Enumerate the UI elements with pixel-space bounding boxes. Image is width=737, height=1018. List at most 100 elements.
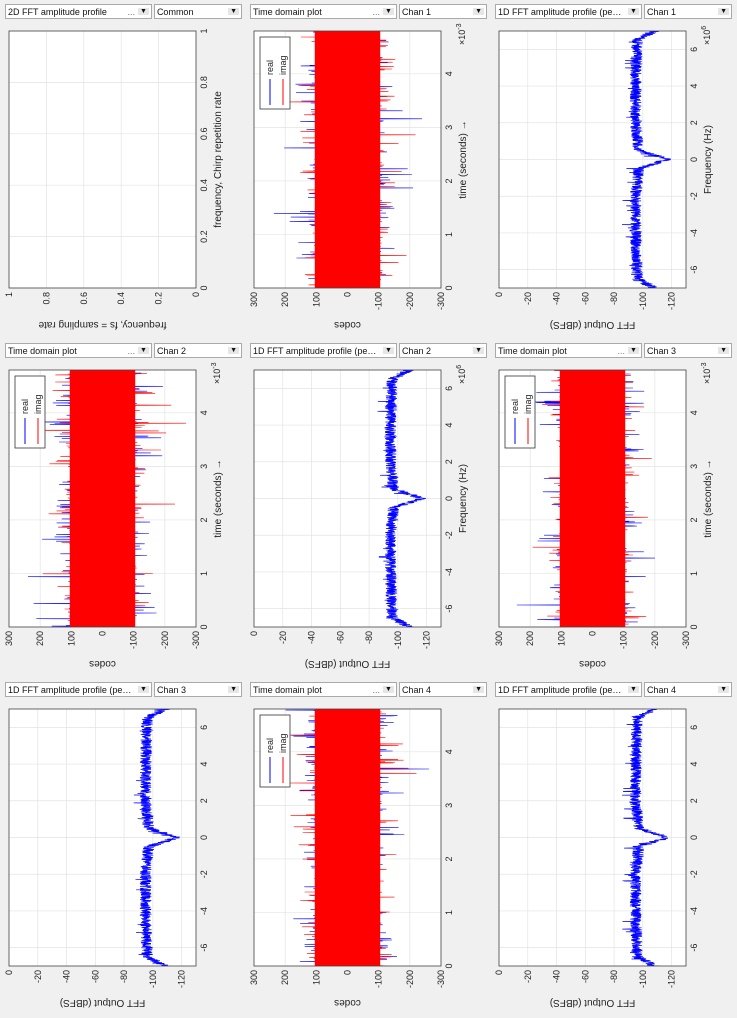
x-tick-label: 2 xyxy=(689,798,699,803)
x-tick-label: -4 xyxy=(689,907,699,915)
channel-dropdown[interactable]: Chan 4 ▼ xyxy=(398,682,487,697)
plot-type-label: 1D FFT amplitude profile (per chi... xyxy=(498,684,622,695)
channel-dropdown[interactable]: Chan 1 ▼ xyxy=(643,4,732,19)
y-tick-label: 100 xyxy=(66,631,76,646)
chevron-down-icon: ▼ xyxy=(138,347,149,354)
y-axis-label: FFT Output (dBFS) xyxy=(60,997,145,1008)
x-tick-label: 0 xyxy=(444,496,454,501)
plot-type-dropdown[interactable]: 1D FFT amplitude profile (per chi... ▼ xyxy=(495,4,642,19)
channel-dropdown[interactable]: Chan 2 ▼ xyxy=(398,343,487,358)
channel-dropdown[interactable]: Chan 1 ▼ xyxy=(398,4,487,19)
channel-dropdown[interactable]: Chan 3 ▼ xyxy=(643,343,732,358)
x-tick-label: 1 xyxy=(689,571,699,576)
plot-type-dropdown[interactable]: 1D FFT amplitude profile (per chi... ▼ xyxy=(250,343,397,358)
legend-entry: imag xyxy=(33,394,43,414)
plot-type-dropdown[interactable]: Time domain plot ... ▼ xyxy=(250,682,397,697)
x-tick-label: 2 xyxy=(444,856,454,861)
legend: real imag xyxy=(259,36,291,110)
plot-type-dropdown[interactable]: Time domain plot ... ▼ xyxy=(250,4,397,19)
x-tick-label: -6 xyxy=(199,944,209,952)
y-tick-label: -80 xyxy=(364,631,374,644)
panel-header: Time domain plot ... ▼ Chan 4 ▼ xyxy=(250,682,487,697)
y-tick-label: -80 xyxy=(609,292,619,305)
chart: 0 1 2 3 4 300 200 100 0 -100 -200 -300 real imag time … xyxy=(494,362,714,669)
chevron-down-icon: ▼ xyxy=(228,686,239,693)
x-tick-label: 4 xyxy=(689,762,699,767)
x-axis-label: Frequency (Hz) xyxy=(458,464,469,533)
plot-type-dropdown[interactable]: 1D FFT amplitude profile (per chi... ▼ xyxy=(495,682,642,697)
x-tick-label: 4 xyxy=(444,71,454,76)
legend: real imag xyxy=(14,375,46,449)
y-tick-label: -60 xyxy=(580,292,590,305)
x-tick-label: 2 xyxy=(444,178,454,183)
x-tick-label: 0 xyxy=(444,963,454,968)
plot-panel: Time domain plot ... ▼ Chan 2 ▼ 0 1 2 3 4 300… xyxy=(1,340,246,679)
axes-box xyxy=(253,369,442,628)
more-label: ... xyxy=(127,345,135,356)
x-tick-label: 2 xyxy=(689,120,699,125)
x-tick-label: 0.8 xyxy=(199,76,209,89)
x-tick-label: 0 xyxy=(199,624,209,629)
channel-dropdown[interactable]: Common ▼ xyxy=(153,4,242,19)
plot-panel: Time domain plot ... ▼ Chan 4 ▼ 0 1 2 3 4 300… xyxy=(246,679,491,1018)
chevron-down-icon: ▼ xyxy=(718,686,729,693)
y-tick-label: -120 xyxy=(667,970,677,988)
x-tick-label: 1 xyxy=(444,232,454,237)
chevron-down-icon: ▼ xyxy=(718,8,729,15)
x-tick-label: 1 xyxy=(199,571,209,576)
chevron-down-icon: ▼ xyxy=(628,347,639,354)
plot-type-dropdown[interactable]: 2D FFT amplitude profile ... ▼ xyxy=(5,4,152,19)
x-tick-label: 4 xyxy=(689,410,699,415)
y-tick-label: -100 xyxy=(374,292,384,310)
x-tick-label: 0.4 xyxy=(199,179,209,192)
x-tick-label: -6 xyxy=(689,944,699,952)
y-axis-label: FFT Output (dBFS) xyxy=(550,319,635,330)
channel-dropdown[interactable]: Chan 2 ▼ xyxy=(153,343,242,358)
x-tick-label: 4 xyxy=(444,749,454,754)
channel-label: Chan 3 xyxy=(646,345,676,356)
y-tick-label: -200 xyxy=(405,292,415,310)
y-tick-label: -200 xyxy=(405,970,415,988)
axes-box xyxy=(498,30,687,289)
x-tick-label: 4 xyxy=(689,84,699,89)
plot-type-dropdown[interactable]: 1D FFT amplitude profile (per chi... ▼ xyxy=(5,682,152,697)
y-tick-label: 0 xyxy=(343,970,353,975)
x-tick-label: 4 xyxy=(444,423,454,428)
y-tick-label: -20 xyxy=(523,292,533,305)
plot-type-label: Time domain plot xyxy=(253,6,322,17)
channel-dropdown[interactable]: Chan 3 ▼ xyxy=(153,682,242,697)
x-tick-label: 4 xyxy=(199,410,209,415)
y-tick-label: 300 xyxy=(4,631,14,646)
plot-type-dropdown[interactable]: Time domain plot ... ▼ xyxy=(495,343,642,358)
plot-type-dropdown[interactable]: Time domain plot ... ▼ xyxy=(5,343,152,358)
chevron-down-icon: ▼ xyxy=(628,686,639,693)
x-exponent-label: ×106 xyxy=(456,365,467,384)
y-tick-label: -40 xyxy=(307,631,317,644)
x-tick-label: 0.2 xyxy=(199,230,209,243)
axes-box xyxy=(8,30,197,289)
plot-panel: 1D FFT amplitude profile (per chi... ▼ C… xyxy=(491,679,736,1018)
legend-entry: real xyxy=(265,60,275,75)
y-tick-label: 1 xyxy=(4,292,14,297)
y-tick-label: 0 xyxy=(494,292,504,297)
x-tick-label: 0 xyxy=(199,285,209,290)
x-axis-label: time (seconds) → xyxy=(458,120,469,198)
y-tick-label: -100 xyxy=(638,970,648,988)
axes-box xyxy=(253,30,442,289)
y-tick-label: 0 xyxy=(4,970,14,975)
y-axis-label: codes xyxy=(89,658,116,669)
x-tick-label: 6 xyxy=(199,725,209,730)
y-tick-label: 100 xyxy=(311,292,321,307)
channel-dropdown[interactable]: Chan 4 ▼ xyxy=(643,682,732,697)
y-tick-label: 200 xyxy=(280,970,290,985)
x-tick-label: -2 xyxy=(689,192,699,200)
x-exponent-label: ×106 xyxy=(701,26,712,45)
y-axis-label: frequency, fs = sampling rate xyxy=(38,319,166,330)
y-tick-label: -100 xyxy=(129,631,139,649)
y-axis-label: FFT Output (dBFS) xyxy=(305,658,390,669)
series-imag-band xyxy=(69,370,136,627)
more-label: ... xyxy=(372,6,380,17)
plot-type-label: Time domain plot xyxy=(8,345,77,356)
y-tick-label: -300 xyxy=(436,292,446,310)
fft-series-line xyxy=(133,709,180,966)
